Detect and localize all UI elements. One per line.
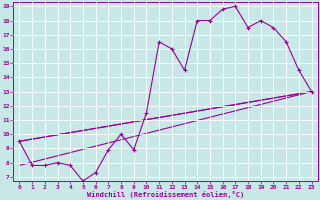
X-axis label: Windchill (Refroidissement éolien,°C): Windchill (Refroidissement éolien,°C) <box>87 191 244 198</box>
